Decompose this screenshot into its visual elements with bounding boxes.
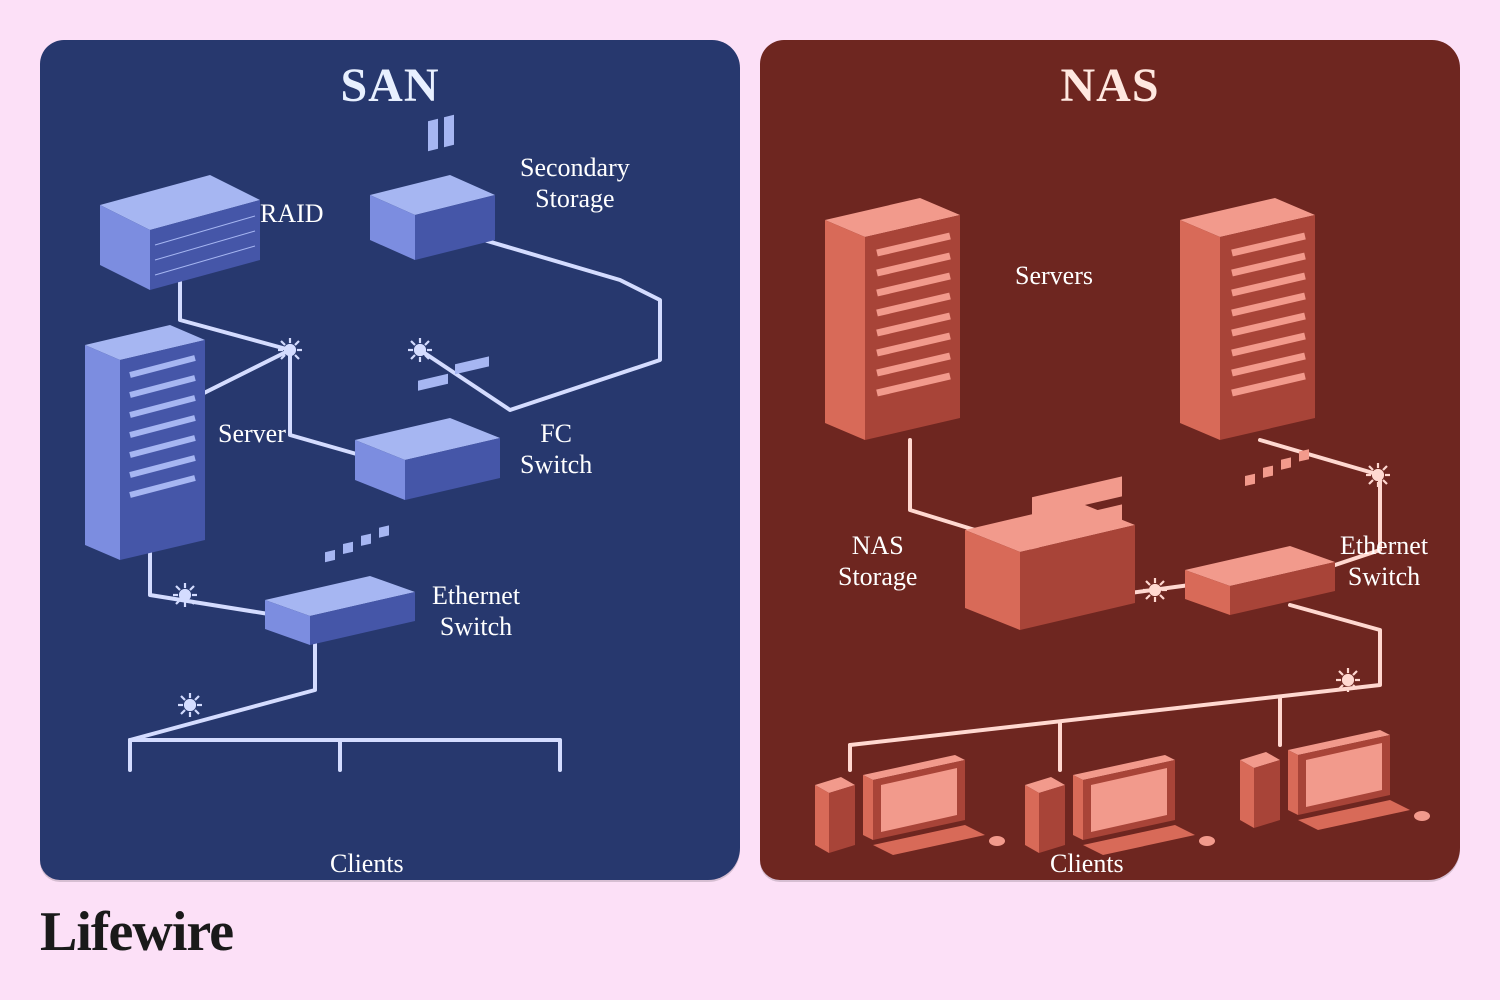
nas-title: NAS xyxy=(760,58,1460,113)
ethernet-switch-label: EthernetSwitch xyxy=(1340,530,1428,592)
servers-label: Servers xyxy=(1015,260,1093,291)
ethernet-switch-label: EthernetSwitch xyxy=(432,580,520,642)
server-icon xyxy=(825,198,960,440)
ethernet-switch-icon xyxy=(1185,449,1335,615)
brand-logo: Lifewire xyxy=(40,900,233,964)
clients-label: Clients xyxy=(1050,848,1124,879)
san-panel: SAN RAID SecondaryStorage Server FCSwitc… xyxy=(40,40,740,880)
nas-storage-label: NASStorage xyxy=(838,530,917,592)
server-label: Server xyxy=(218,418,286,449)
ethernet-switch-icon xyxy=(265,525,415,645)
fc-switch-icon xyxy=(355,356,500,500)
raid-label: RAID xyxy=(260,198,324,229)
raid-icon xyxy=(100,175,260,290)
san-title: SAN xyxy=(40,58,740,113)
server-icon xyxy=(1180,198,1315,440)
secondary-storage-label: SecondaryStorage xyxy=(520,152,630,214)
fc-switch-label: FCSwitch xyxy=(520,418,592,480)
server-icon xyxy=(85,325,205,560)
clients-label: Clients xyxy=(330,848,404,879)
nas-diagram xyxy=(760,40,1460,880)
clients-icon xyxy=(815,730,1430,855)
nas-storage-icon xyxy=(965,476,1135,630)
secondary-storage-icon xyxy=(370,115,495,260)
san-diagram xyxy=(40,40,740,880)
nas-panel: NAS Servers NASStorage EthernetSwitch Cl… xyxy=(760,40,1460,880)
